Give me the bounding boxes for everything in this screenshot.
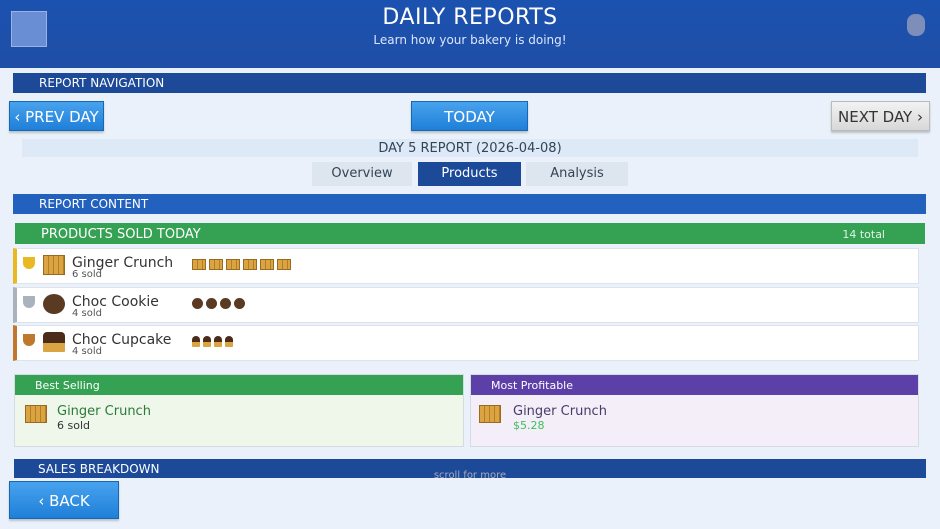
trophy [23,257,35,269]
product-row: Choc Cookie 4 sold [13,287,919,323]
tab[interactable]: Analysis [526,162,628,186]
card-title: Most Profitable [471,375,918,395]
sold-count [192,336,233,347]
scroll-hint: scroll for more [433,470,507,481]
tab[interactable]: Products [418,162,521,186]
crate-icon [209,259,223,270]
product-icon [25,405,47,423]
trophy [23,296,35,308]
sold-label: 6 sold [72,269,102,280]
cupcake-icon [214,336,222,347]
menu-icon[interactable] [11,11,47,47]
cupcake-icon [225,336,233,347]
title: DAILY REPORTS [382,5,558,30]
tab[interactable]: Overview [312,162,412,186]
section-bar: REPORT CONTENT [13,194,926,214]
crate-icon [243,259,257,270]
header: DAILY REPORTS Learn how your bakery is d… [0,0,940,68]
sold-label: 4 sold [72,308,102,319]
report-title: DAY 5 REPORT (2026-04-08) [22,139,918,157]
product-row: Ginger Crunch 6 sold [13,248,919,284]
product-row: Choc Cupcake 4 sold [13,325,919,361]
product-name: Ginger Crunch [72,255,174,271]
most-profitable-card: Most Profitable Ginger Crunch $5.28 [470,374,919,447]
card-detail: 6 sold [57,419,90,432]
cookie-icon [192,298,203,309]
cookie-icon [220,298,231,309]
crate-icon [226,259,240,270]
products-title: PRODUCTS SOLD TODAY [41,227,201,242]
prev-button[interactable]: ‹ PREV DAY [9,101,104,131]
sold-count [192,259,291,270]
best-selling-card: Best Selling Ginger Crunch 6 sold [14,374,464,447]
cookie-icon [234,298,245,309]
section-bar: SALES BREAKDOWN [14,459,926,478]
cupcake-icon [43,332,65,352]
next-button[interactable]: NEXT DAY › [831,101,930,131]
section-bar: REPORT NAVIGATION [13,73,926,93]
subtitle: Learn how your bakery is doing! [373,33,567,47]
crate-icon [260,259,274,270]
cupcake-icon [203,336,211,347]
back-button[interactable]: ‹ BACK [9,481,119,519]
crate-icon [192,259,206,270]
card-name: Ginger Crunch [57,404,151,419]
card-title: Best Selling [15,375,463,395]
card-detail: $5.28 [513,419,545,432]
profile-icon[interactable] [907,14,925,36]
crate-icon [277,259,291,270]
trophy [23,334,35,346]
cupcake-icon [192,336,200,347]
sold-label: 4 sold [72,346,102,357]
product-name: Choc Cupcake [72,332,172,348]
sold-count [192,298,245,309]
cookie-icon [206,298,217,309]
today-button[interactable]: TODAY [411,101,528,131]
card-name: Ginger Crunch [513,404,607,419]
products-total: 14 total [842,228,885,241]
product-icon [479,405,501,423]
cookie-icon [43,294,65,314]
crate-icon [43,255,65,275]
product-name: Choc Cookie [72,294,159,310]
products-header: PRODUCTS SOLD TODAY 14 total [15,223,925,244]
